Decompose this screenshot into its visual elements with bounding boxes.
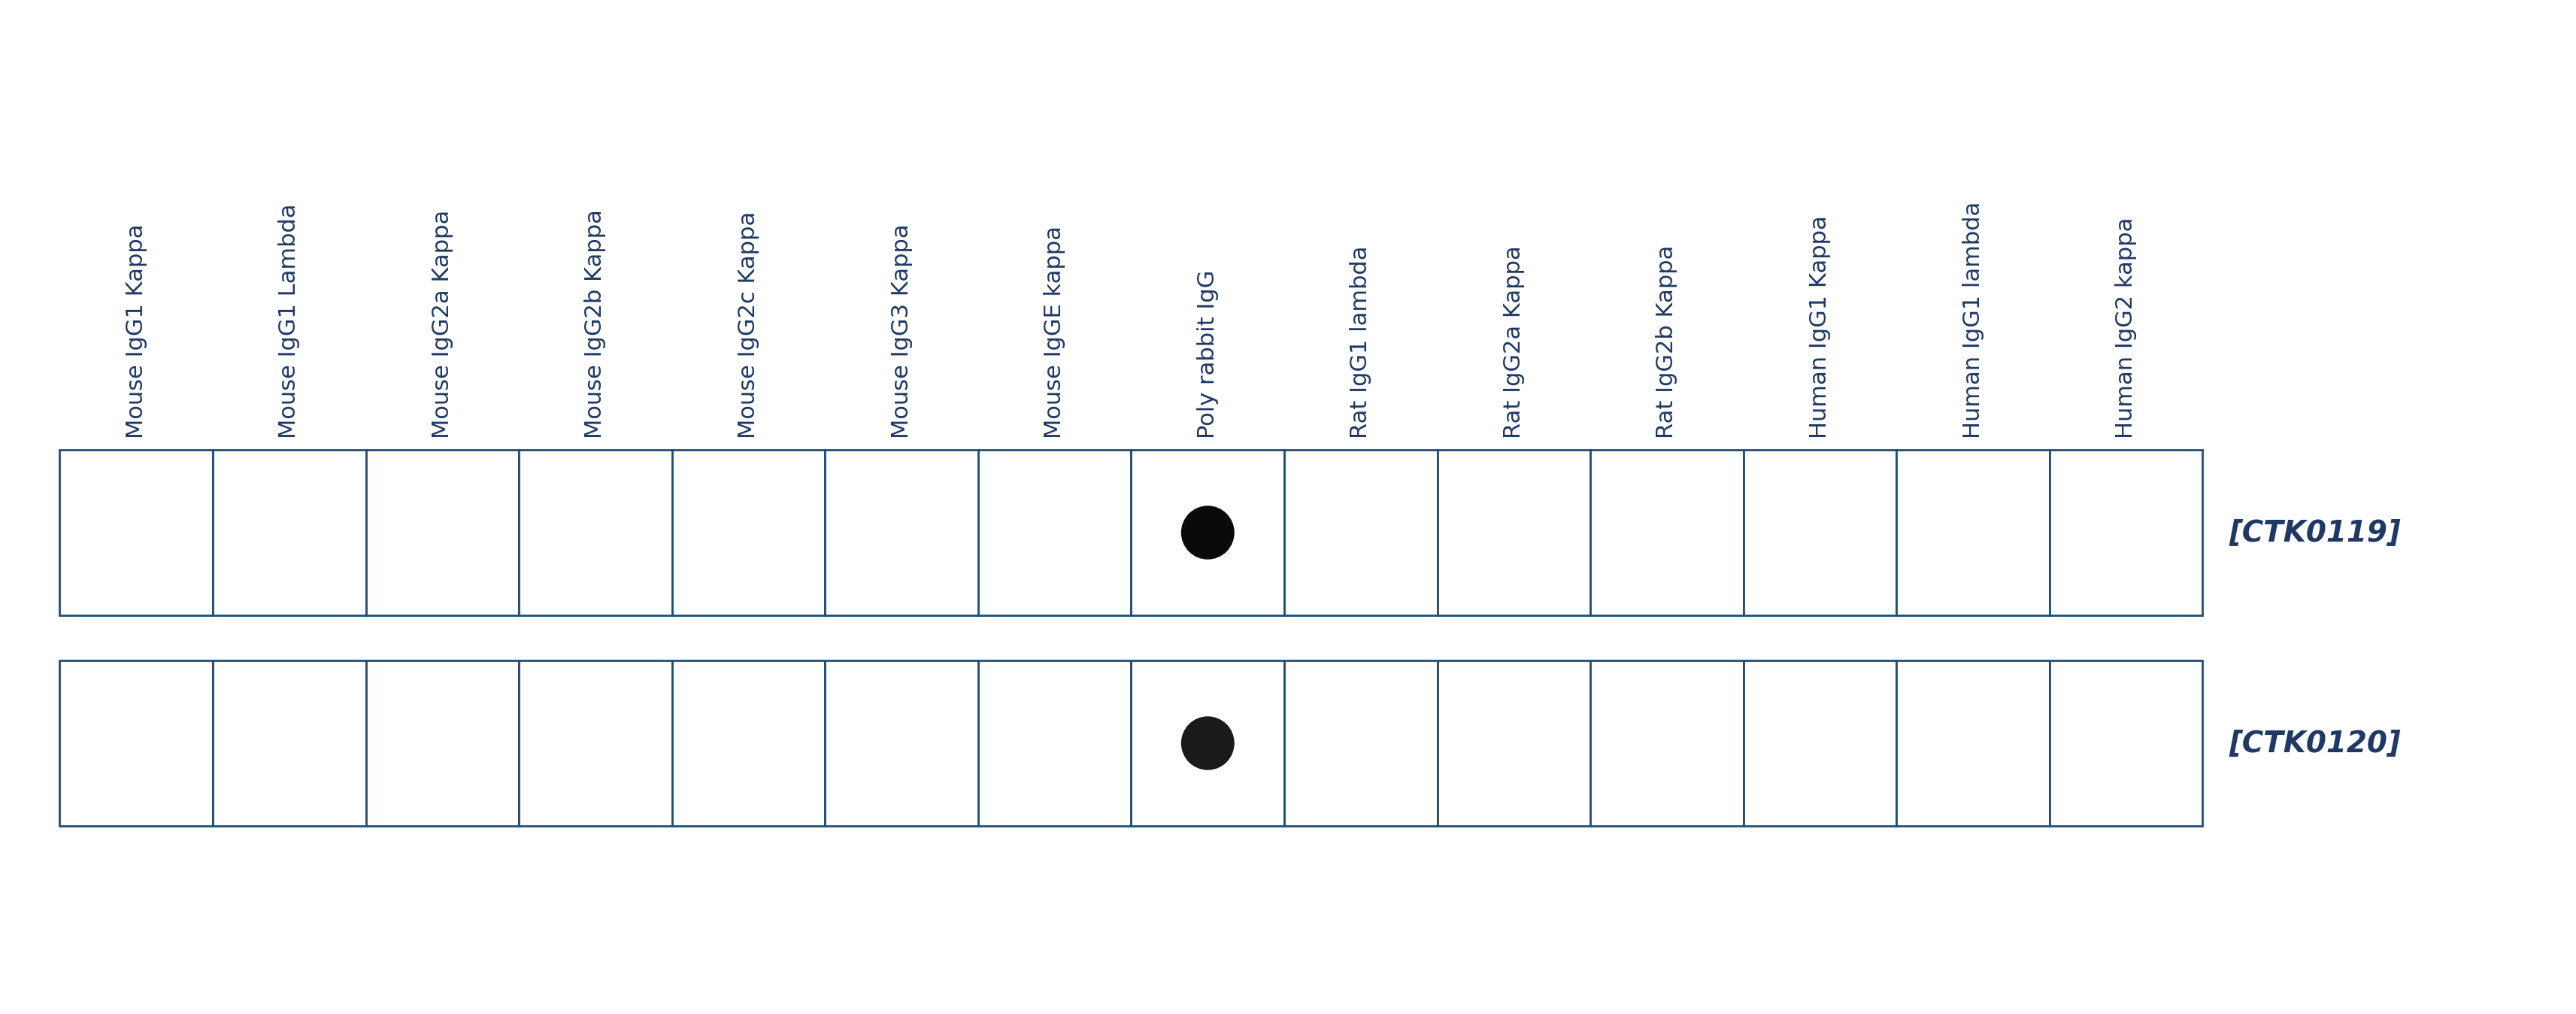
Bar xyxy=(1437,450,1589,615)
Bar xyxy=(2050,450,2202,615)
Bar xyxy=(518,660,672,826)
Text: Rat IgG1 lambda: Rat IgG1 lambda xyxy=(1350,245,1370,438)
Text: Mouse IgG1 Kappa: Mouse IgG1 Kappa xyxy=(126,224,147,438)
Bar xyxy=(1589,660,1744,826)
Bar xyxy=(979,660,1131,826)
Text: Mouse IgGE kappa: Mouse IgGE kappa xyxy=(1043,226,1066,438)
Bar xyxy=(824,660,979,826)
Bar xyxy=(366,660,518,826)
Circle shape xyxy=(1182,717,1234,770)
Bar xyxy=(366,450,518,615)
Bar xyxy=(214,660,366,826)
Text: Mouse IgG3 Kappa: Mouse IgG3 Kappa xyxy=(891,224,912,438)
Text: Mouse IgG2b Kappa: Mouse IgG2b Kappa xyxy=(585,209,605,438)
Bar xyxy=(1131,660,1285,826)
Circle shape xyxy=(1182,506,1234,559)
Bar xyxy=(979,450,1131,615)
Bar xyxy=(518,450,672,615)
Bar xyxy=(1896,660,2050,826)
Bar xyxy=(59,660,214,826)
Bar xyxy=(1437,660,1589,826)
Text: Mouse IgG2a Kappa: Mouse IgG2a Kappa xyxy=(433,210,453,438)
Text: Human IgG1 Kappa: Human IgG1 Kappa xyxy=(1808,215,1832,438)
Text: Mouse IgG1 Lambda: Mouse IgG1 Lambda xyxy=(278,204,301,438)
Bar xyxy=(672,450,824,615)
Text: Rat IgG2a Kappa: Rat IgG2a Kappa xyxy=(1502,245,1525,438)
Bar xyxy=(824,450,979,615)
Text: Mouse IgG2c Kappa: Mouse IgG2c Kappa xyxy=(737,211,760,438)
Text: Poly rabbit IgG: Poly rabbit IgG xyxy=(1198,270,1218,438)
Bar xyxy=(1744,660,1896,826)
Bar xyxy=(1285,660,1437,826)
Text: Human IgG2 kappa: Human IgG2 kappa xyxy=(2115,217,2138,438)
Bar xyxy=(2050,660,2202,826)
Bar xyxy=(59,450,214,615)
Bar xyxy=(214,450,366,615)
Text: [CTK0120]: [CTK0120] xyxy=(2228,729,2401,757)
Text: Rat IgG2b Kappa: Rat IgG2b Kappa xyxy=(1656,245,1677,438)
Bar xyxy=(1589,450,1744,615)
Bar xyxy=(1285,450,1437,615)
Bar xyxy=(1896,450,2050,615)
Bar xyxy=(672,660,824,826)
Bar xyxy=(1131,450,1285,615)
Text: [CTK0119]: [CTK0119] xyxy=(2228,518,2401,547)
Text: Human IgG1 lambda: Human IgG1 lambda xyxy=(1963,202,1984,438)
Bar xyxy=(1744,450,1896,615)
